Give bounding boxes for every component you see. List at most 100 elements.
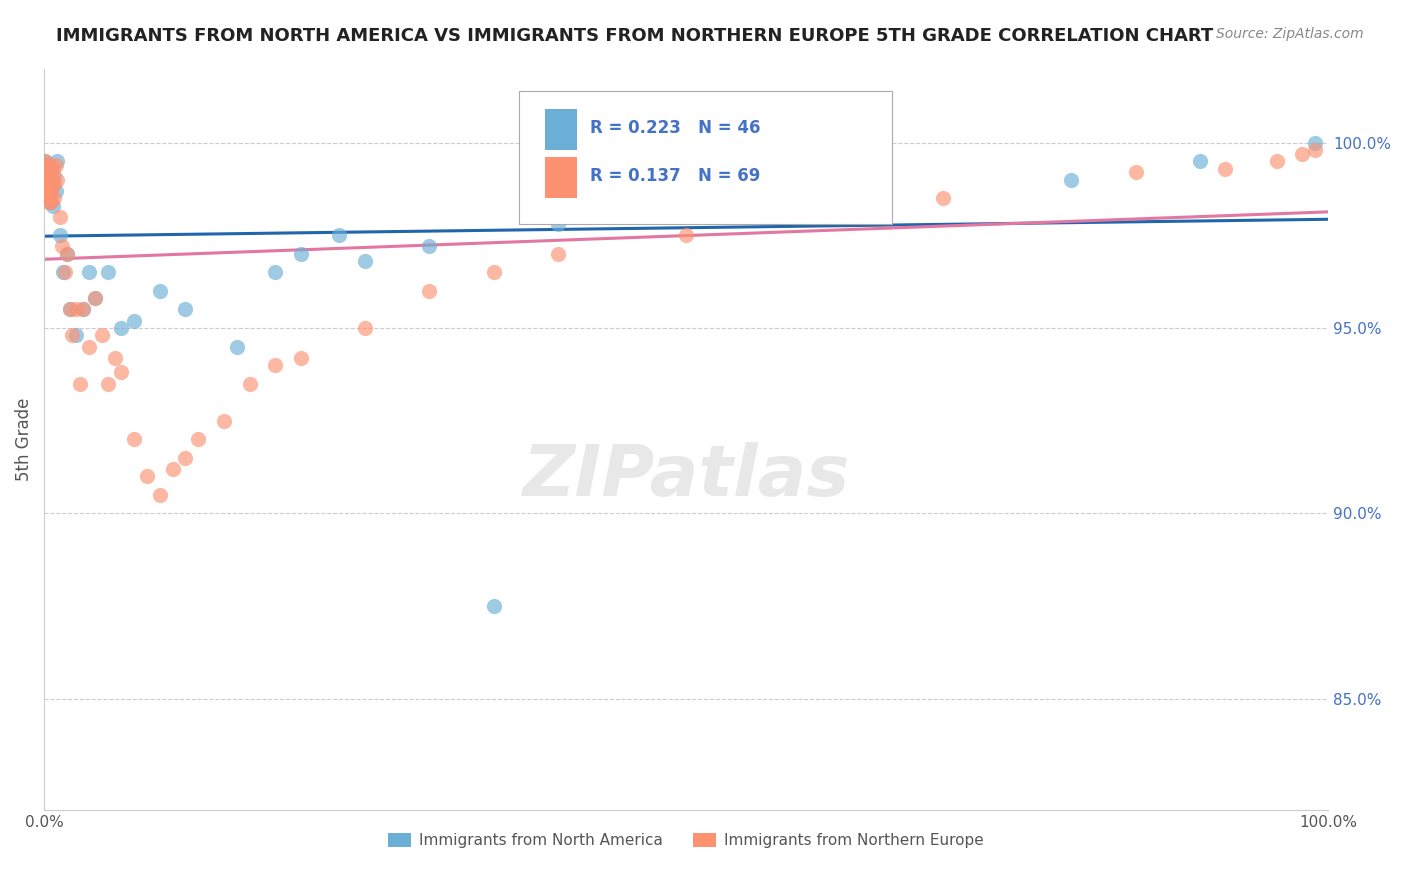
Point xyxy=(38,177,60,191)
Point xyxy=(38,194,60,209)
Point xyxy=(48,210,70,224)
Point xyxy=(53,265,76,279)
Bar xyxy=(546,158,576,198)
Point xyxy=(1188,154,1211,169)
Point xyxy=(45,158,67,172)
Point xyxy=(1303,136,1326,150)
Point xyxy=(38,165,60,179)
Point xyxy=(84,291,107,305)
Point xyxy=(77,265,100,279)
Point xyxy=(37,158,59,172)
Point xyxy=(34,165,56,179)
Point xyxy=(60,328,83,343)
Point xyxy=(174,450,197,465)
Text: R = 0.137   N = 69: R = 0.137 N = 69 xyxy=(591,167,761,185)
Point xyxy=(97,376,120,391)
Point xyxy=(77,339,100,353)
Point xyxy=(42,191,65,205)
Point xyxy=(69,376,91,391)
Point xyxy=(35,187,58,202)
Point xyxy=(354,254,377,268)
Point xyxy=(90,328,112,343)
Point xyxy=(547,247,569,261)
Point xyxy=(65,302,87,317)
Point xyxy=(34,165,56,179)
Point xyxy=(59,302,82,317)
Bar xyxy=(546,110,576,150)
Point xyxy=(1215,161,1237,176)
Point xyxy=(35,177,58,191)
Point xyxy=(225,339,247,353)
Point xyxy=(37,194,59,209)
Point xyxy=(37,172,59,186)
Point xyxy=(932,191,955,205)
Point xyxy=(482,265,505,279)
Point xyxy=(37,177,59,191)
Point xyxy=(41,180,63,194)
Point xyxy=(34,161,56,176)
Point xyxy=(38,172,60,186)
Point xyxy=(110,366,132,380)
Point xyxy=(35,184,58,198)
Text: IMMIGRANTS FROM NORTH AMERICA VS IMMIGRANTS FROM NORTHERN EUROPE 5TH GRADE CORRE: IMMIGRANTS FROM NORTH AMERICA VS IMMIGRA… xyxy=(56,27,1213,45)
Point xyxy=(39,165,62,179)
Point xyxy=(35,184,58,198)
Point xyxy=(482,599,505,613)
Point xyxy=(34,154,56,169)
Text: ZIPatlas: ZIPatlas xyxy=(523,442,849,511)
Point xyxy=(162,462,184,476)
Point xyxy=(38,191,60,205)
Point xyxy=(52,265,75,279)
Point xyxy=(104,351,127,365)
Point xyxy=(290,351,312,365)
Point xyxy=(35,158,58,172)
Point xyxy=(34,191,56,205)
Point xyxy=(238,376,260,391)
Point xyxy=(41,180,63,194)
Point xyxy=(84,291,107,305)
Point xyxy=(328,228,350,243)
Point xyxy=(51,239,73,253)
Point xyxy=(418,239,440,253)
FancyBboxPatch shape xyxy=(519,91,891,224)
Point xyxy=(35,169,58,183)
Point xyxy=(868,180,890,194)
Point xyxy=(122,313,145,327)
Point xyxy=(1291,146,1313,161)
Point xyxy=(35,161,58,176)
Point xyxy=(45,184,67,198)
Point xyxy=(48,228,70,243)
Point xyxy=(264,265,287,279)
Point xyxy=(44,169,66,183)
Point xyxy=(72,302,94,317)
Point xyxy=(34,172,56,186)
Point xyxy=(56,247,79,261)
Point xyxy=(44,177,66,191)
Point xyxy=(149,488,172,502)
Point xyxy=(675,228,697,243)
Point xyxy=(264,358,287,372)
Point xyxy=(35,169,58,183)
Point xyxy=(38,169,60,183)
Text: R = 0.223   N = 46: R = 0.223 N = 46 xyxy=(591,119,761,136)
Point xyxy=(37,172,59,186)
Point xyxy=(1265,154,1288,169)
Point xyxy=(37,161,59,176)
Point xyxy=(675,191,697,205)
Point xyxy=(1303,143,1326,157)
Point xyxy=(97,265,120,279)
Point xyxy=(37,165,59,179)
Point xyxy=(290,247,312,261)
Point xyxy=(39,194,62,209)
Point xyxy=(135,469,157,483)
Point xyxy=(110,321,132,335)
Point xyxy=(59,302,82,317)
Point xyxy=(34,154,56,169)
Point xyxy=(354,321,377,335)
Legend: Immigrants from North America, Immigrants from Northern Europe: Immigrants from North America, Immigrant… xyxy=(382,827,990,854)
Point xyxy=(56,247,79,261)
Point xyxy=(37,180,59,194)
Point xyxy=(174,302,197,317)
Point xyxy=(1060,172,1083,186)
Point xyxy=(212,414,235,428)
